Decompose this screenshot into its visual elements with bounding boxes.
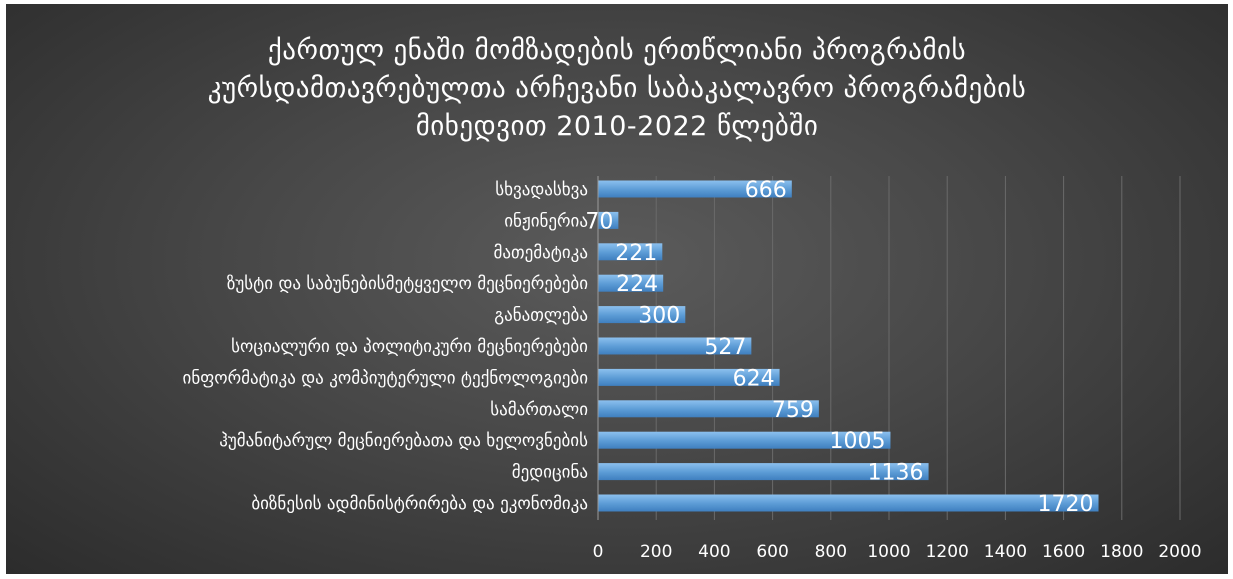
chart-frame: ქართულ ენაში მომზადების ერთწლიანი პროგრა… xyxy=(6,4,1228,574)
category-label: სამართალი xyxy=(490,400,588,420)
x-tick-label: 600 xyxy=(756,542,788,562)
x-axis-ticks: 0 200 400 600 800 1000 1200 1400 1600 1800 2000 xyxy=(593,542,1202,562)
bar xyxy=(598,243,663,261)
bar xyxy=(598,337,752,355)
category-labels: სხვადასხვა ინჟინერია მათემატიკა ზუსტი და სა… xyxy=(183,180,589,514)
bar xyxy=(598,494,1099,512)
data-label: 300 xyxy=(638,304,680,329)
x-tick-label: 2000 xyxy=(1158,542,1201,562)
category-label: განათლება xyxy=(494,306,588,326)
chart-title-line-3: მიხედვით 2010-2022 წლებში xyxy=(415,111,819,142)
chart-title-line-2: კურსდამთავრებულთა არჩევანი საბაკალავრო პ… xyxy=(207,73,1027,104)
data-label: 1136 xyxy=(868,461,924,486)
bar xyxy=(598,368,780,386)
bar xyxy=(598,274,664,292)
chart-title: ქართულ ენაში მომზადების ერთწლიანი პროგრა… xyxy=(6,32,1228,146)
category-label: სხვადასხვა xyxy=(495,180,588,200)
category-label: ჰუმანიტარულ მეცნიერებათა და ხელოვნების xyxy=(219,431,588,451)
bars xyxy=(598,180,1099,512)
data-label: 1720 xyxy=(1038,492,1094,517)
category-label: ზუსტი და საბუნებისმეტყველო მეცნიერებები xyxy=(227,274,588,294)
category-label: სოციალური და პოლიტიკური მეცნიერებები xyxy=(231,337,588,357)
category-label: ბიზნესის ადმინისტრირება და ეკონომიკა xyxy=(251,494,588,514)
bar-chart-plot: სხვადასხვა ინჟინერია მათემატიკა ზუსტი და სა… xyxy=(183,176,1202,562)
category-label: მათემატიკა xyxy=(493,243,588,263)
x-tick-label: 800 xyxy=(815,542,847,562)
bar xyxy=(598,180,792,198)
x-tick-label: 1000 xyxy=(867,542,910,562)
data-label: 1005 xyxy=(829,429,885,454)
chart-title-line-1: ქართულ ენაში მომზადების ერთწლიანი პროგრა… xyxy=(267,35,967,66)
bar xyxy=(598,306,686,324)
data-label: 527 xyxy=(704,335,746,360)
data-label: 624 xyxy=(733,366,775,391)
x-tick-label: 1600 xyxy=(1042,542,1085,562)
x-tick-label: 200 xyxy=(640,542,672,562)
data-label: 759 xyxy=(772,398,814,423)
data-label: 221 xyxy=(615,241,657,266)
category-label: ინფორმატიკა და კომპიუტერული ტექნოლოგიები xyxy=(183,368,588,388)
data-label: 224 xyxy=(616,272,658,297)
gridlines xyxy=(655,176,1181,520)
bar xyxy=(598,431,891,449)
bar xyxy=(598,211,619,229)
bar xyxy=(598,400,819,418)
bar xyxy=(598,463,929,481)
data-label: 666 xyxy=(745,178,787,203)
x-tick-label: 0 xyxy=(593,542,604,562)
x-tick-label: 1800 xyxy=(1100,542,1143,562)
data-label: 70 xyxy=(585,209,613,234)
category-label: ინჟინერია xyxy=(504,211,588,231)
x-tick-label: 1400 xyxy=(984,542,1027,562)
category-label: მედიცინა xyxy=(512,463,588,483)
x-tick-label: 400 xyxy=(698,542,730,562)
x-tick-label: 1200 xyxy=(926,542,969,562)
